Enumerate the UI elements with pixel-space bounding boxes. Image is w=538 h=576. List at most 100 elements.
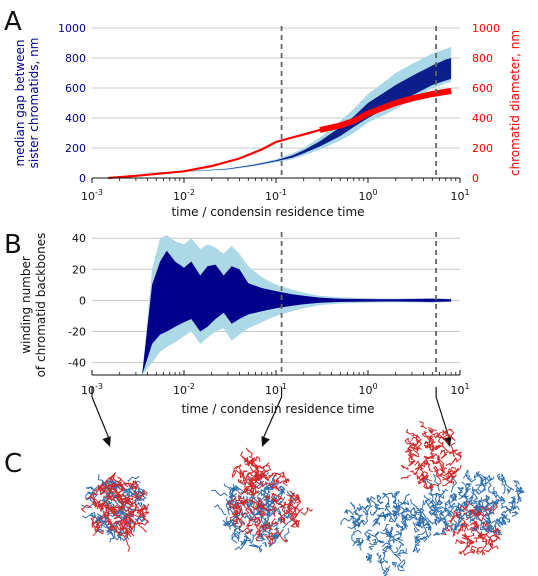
chain-segment [105, 510, 115, 519]
chain-segment [477, 547, 486, 555]
chain-segment [381, 542, 391, 548]
chain-segment [358, 519, 366, 525]
chain-segment [409, 470, 418, 476]
chain-segment [237, 479, 246, 484]
chain-segment [512, 497, 516, 507]
chain-segment [285, 478, 290, 484]
chain-segment [135, 501, 143, 507]
chain-segment [499, 477, 505, 484]
chain-segment [229, 492, 235, 499]
chain-segment [421, 480, 428, 490]
chain-segment [463, 535, 471, 547]
chain-segment [428, 435, 436, 447]
x-tick-label: 100 [358, 382, 377, 397]
chain-segment [254, 467, 260, 475]
chain-segment [267, 523, 274, 529]
chain-segment [405, 445, 416, 453]
chain-segment [359, 503, 369, 512]
chain-segment [264, 495, 270, 500]
chain-segment [126, 529, 135, 537]
chain-segment [293, 505, 301, 513]
chain-segment [86, 495, 95, 500]
chain-segment [486, 519, 494, 527]
chain-segment [257, 498, 263, 504]
chain-segment [358, 540, 365, 551]
chain-segment [386, 526, 393, 538]
chain-segment [128, 512, 135, 518]
chain-segment [263, 517, 267, 522]
chain-segment [223, 483, 232, 494]
chain-segment [352, 509, 360, 516]
chain-segment [112, 522, 120, 536]
chain-segment [248, 472, 258, 481]
y-tick-label: 0 [79, 294, 86, 307]
chain-segment [440, 451, 448, 459]
chain-segment [124, 510, 132, 520]
chain-segment [415, 434, 422, 447]
chain-segment [276, 528, 284, 540]
chain-segment [125, 528, 128, 535]
chain-segment [240, 505, 250, 516]
chain-segment [432, 434, 449, 445]
chain-segment [229, 486, 235, 493]
chain-segment [279, 517, 287, 525]
chain-segment [111, 490, 121, 501]
chain-segment [494, 518, 505, 526]
chain-segment [353, 515, 362, 525]
chain-segment [120, 518, 132, 531]
chain-segment [480, 517, 488, 527]
chain-segment [392, 498, 397, 504]
chain-segment [470, 511, 481, 519]
chain-segment [111, 472, 116, 481]
chain-segment [437, 444, 451, 454]
chain-segment [414, 460, 421, 467]
chain-segment [448, 501, 456, 509]
chain-segment [264, 532, 274, 539]
chain-segment [231, 465, 238, 478]
chain-segment [482, 533, 488, 542]
chain-segment [423, 494, 431, 502]
chain-segment [436, 530, 446, 535]
chain-segment [380, 560, 390, 574]
chain-segment [369, 538, 377, 545]
chain-segment [119, 480, 130, 488]
chain-segment [366, 497, 372, 503]
chain-segment [214, 504, 227, 516]
panel-letter-a: A [4, 7, 22, 37]
chain-segment [235, 464, 243, 473]
chain-segment [442, 520, 448, 532]
chain-segment [106, 516, 113, 525]
chain-segment [470, 545, 477, 554]
chain-segment [474, 506, 482, 517]
chain-segment [450, 467, 457, 475]
chain-segment [271, 492, 284, 502]
chain-segment [393, 491, 400, 497]
chain-segment [366, 532, 380, 537]
chain-segment [294, 498, 302, 506]
chain-segment [480, 525, 487, 531]
chain-segment [465, 469, 476, 483]
chain-segment [229, 486, 241, 496]
chain-segment [481, 496, 490, 504]
chain-segment [446, 522, 458, 530]
chain-segment [274, 528, 281, 536]
chain-segment [397, 560, 406, 569]
chain-segment [368, 545, 375, 551]
chain-segment [471, 491, 478, 500]
chain-segment [235, 508, 242, 515]
chain-segment [128, 495, 141, 502]
chain-segment [452, 493, 457, 502]
chain-segment [455, 510, 462, 516]
x-tick-label: 100 [358, 188, 377, 203]
chain-segment [425, 480, 429, 490]
chain-segment [271, 518, 278, 526]
chain-segment [249, 496, 256, 501]
chain-segment [232, 513, 245, 521]
y-axis-label-left: sister chromatids, nm [27, 38, 41, 169]
chain-segment [430, 445, 440, 455]
chain-segment [244, 527, 252, 535]
chain-segment [461, 523, 469, 532]
chain-segment [278, 496, 286, 506]
chain-segment [81, 513, 96, 519]
chain-segment [469, 516, 476, 524]
